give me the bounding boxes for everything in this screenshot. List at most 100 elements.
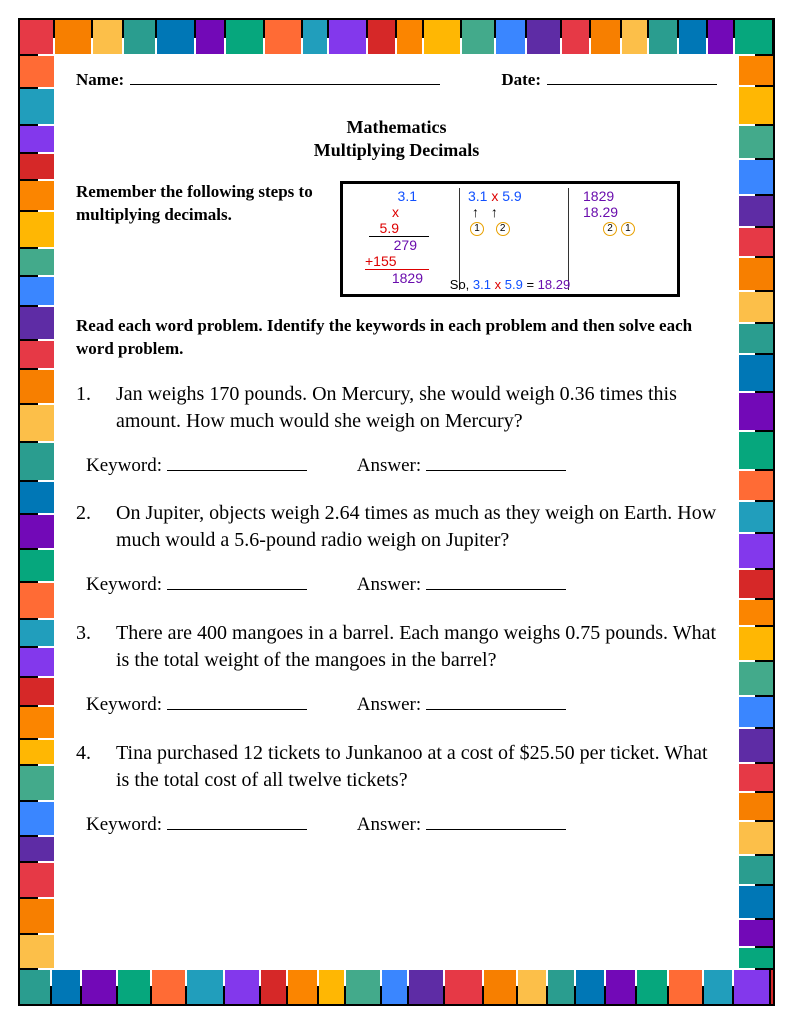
tile (20, 277, 54, 305)
tile (187, 970, 223, 1004)
tile (669, 970, 702, 1004)
tile (649, 20, 677, 54)
ex-d: +155 (365, 253, 429, 270)
tile (739, 856, 773, 884)
problem-body: On Jupiter, objects weigh 2.64 times as … (116, 500, 717, 554)
example-col-1: 3.1 x 5.9 279 +155 1829 (351, 188, 447, 290)
date-field: Date: (501, 70, 717, 90)
tile (739, 56, 773, 85)
tile (20, 583, 54, 618)
tile (548, 970, 574, 1004)
tile (739, 393, 773, 430)
keyword-input-line[interactable] (167, 470, 307, 471)
problem-number: 2. (76, 500, 102, 554)
tile (20, 707, 54, 738)
tile (124, 20, 155, 54)
tile (20, 370, 54, 403)
name-field: Name: (76, 70, 440, 90)
problem-number: 3. (76, 620, 102, 674)
tile (739, 662, 773, 695)
ex3b: 18.29 (583, 204, 673, 220)
name-label: Name: (76, 70, 124, 90)
tile (303, 20, 327, 54)
date-input-line[interactable] (547, 84, 717, 85)
tile (20, 405, 54, 441)
tile (20, 341, 54, 368)
tile (20, 766, 54, 800)
tile (771, 970, 773, 1004)
keyword-input-line[interactable] (167, 709, 307, 710)
ex-circles: 1 2 (468, 220, 568, 236)
problem-body: There are 400 mangoes in a barrel. Each … (116, 620, 717, 674)
tile (739, 627, 773, 660)
problem-number: 4. (76, 740, 102, 794)
tile (20, 837, 54, 861)
tile (739, 729, 773, 762)
name-input-line[interactable] (130, 84, 440, 85)
tile (20, 863, 54, 897)
tile (20, 970, 50, 1004)
tile (288, 970, 317, 1004)
title-topic: Multiplying Decimals (76, 139, 717, 162)
tile (20, 515, 54, 548)
problem-body: Jan weighs 170 pounds. On Mercury, she w… (116, 381, 717, 435)
tile (739, 87, 773, 124)
tile (739, 126, 773, 158)
example-box: 3.1 x 5.9 279 +155 1829 3.1 x 5.9 ↑ ↑ 1 … (340, 181, 680, 297)
tile (606, 970, 635, 1004)
tile (739, 258, 773, 290)
tile (20, 648, 54, 676)
tile (382, 970, 407, 1004)
tile (20, 443, 54, 480)
ex-a: 3.1 (351, 188, 447, 204)
problem-text: 1. Jan weighs 170 pounds. On Mercury, sh… (76, 381, 717, 435)
tile (93, 20, 122, 54)
problem: 2. On Jupiter, objects weigh 2.64 times … (76, 500, 717, 598)
tile (20, 740, 54, 764)
tile (739, 471, 773, 500)
tile (82, 970, 116, 1004)
ex3-circles: 2 1 (583, 220, 673, 236)
tile (20, 154, 54, 179)
problem-body: Tina purchased 12 tickets to Junkanoo at… (116, 740, 717, 794)
title-subject: Mathematics (76, 116, 717, 139)
keyword-field: Keyword: (86, 692, 307, 718)
tile (739, 886, 773, 918)
instructions: Read each word problem. Identify the key… (76, 315, 717, 361)
example-col-2: 3.1 x 5.9 ↑ ↑ 1 2 (459, 188, 569, 290)
tile (679, 20, 706, 54)
tile (368, 20, 395, 54)
tile (739, 920, 773, 946)
tile (20, 802, 54, 835)
problem: 3. There are 400 mangoes in a barrel. Ea… (76, 620, 717, 718)
tile (739, 355, 773, 391)
steps-row: Remember the following steps to multiply… (76, 181, 717, 297)
ex-c: 279 (351, 237, 447, 253)
problem-text: 4. Tina purchased 12 tickets to Junkanoo… (76, 740, 717, 794)
answer-row: Keyword: Answer: (76, 453, 717, 479)
answer-input-line[interactable] (426, 589, 566, 590)
tile (329, 20, 366, 54)
keyword-input-line[interactable] (167, 589, 307, 590)
tile (20, 482, 54, 513)
tile (735, 20, 772, 54)
tile (265, 20, 301, 54)
answer-input-line[interactable] (426, 829, 566, 830)
tile (319, 970, 344, 1004)
tile (261, 970, 286, 1004)
tile (739, 292, 773, 322)
tile (739, 764, 773, 791)
answer-input-line[interactable] (426, 470, 566, 471)
content-area: Name: Date: Mathematics Multiplying Deci… (68, 60, 725, 964)
tile (346, 970, 380, 1004)
answer-input-line[interactable] (426, 709, 566, 710)
tile (518, 970, 546, 1004)
tile (527, 20, 560, 54)
tile (20, 20, 53, 54)
keyword-field: Keyword: (86, 812, 307, 838)
tile (20, 249, 54, 275)
answer-row: Keyword: Answer: (76, 572, 717, 598)
tile (734, 970, 769, 1004)
keyword-input-line[interactable] (167, 829, 307, 830)
tile (708, 20, 733, 54)
